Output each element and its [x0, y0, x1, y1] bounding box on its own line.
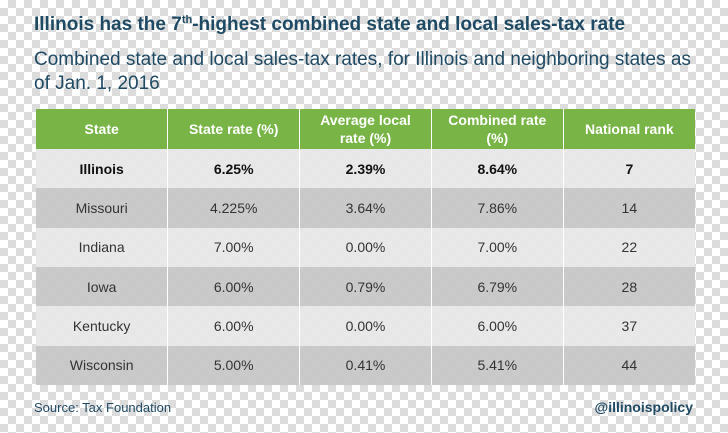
cell-combined-rate: 5.41% [431, 345, 564, 385]
rates-table: State State rate (%) Average local rate … [36, 109, 695, 385]
cell-combined-rate: 7.86% [431, 188, 564, 228]
cell-rank: 37 [563, 306, 695, 346]
cell-rank: 22 [563, 227, 695, 267]
chart-title: Illinois has the 7th-highest combined st… [34, 14, 704, 36]
cell-state-rate: 7.00% [167, 227, 301, 267]
header-national-rank: National rank [563, 109, 695, 149]
cell-local-rate: 0.41% [299, 345, 432, 385]
cell-rank: 7 [563, 149, 695, 189]
cell-state: Missouri [36, 188, 169, 228]
source-note: Source: Tax Foundation [34, 400, 172, 415]
cell-state: Iowa [36, 266, 169, 307]
table-row: Illinois 6.25% 2.39% 8.64% 7 [36, 149, 695, 189]
cell-state-rate: 6.25% [167, 149, 301, 189]
header-state-rate: State rate (%) [167, 109, 301, 149]
cell-combined-rate: 7.00% [431, 227, 564, 267]
cell-local-rate: 0.00% [299, 227, 432, 267]
cell-state: Kentucky [36, 306, 169, 346]
table-row: Wisconsin 5.00% 0.41% 5.41% 44 [36, 345, 695, 385]
title-text: Illinois has the 7 [34, 14, 182, 35]
cell-rank: 14 [563, 188, 695, 228]
table-row: Iowa 6.00% 0.79% 6.79% 28 [36, 266, 695, 307]
cell-combined-rate: 6.79% [431, 266, 564, 307]
header-combined-rate: Combined rate (%) [431, 109, 564, 149]
header-local-rate: Average local rate (%) [299, 109, 432, 149]
cell-state: Illinois [36, 149, 169, 189]
cell-state-rate: 6.00% [167, 306, 301, 346]
cell-state: Wisconsin [36, 345, 169, 385]
header-row: State State rate (%) Average local rate … [36, 109, 695, 149]
cell-state-rate: 6.00% [167, 266, 301, 307]
table-row: Indiana 7.00% 0.00% 7.00% 22 [36, 227, 695, 267]
cell-state: Indiana [36, 227, 169, 267]
cell-state-rate: 4.225% [167, 188, 301, 228]
cell-rank: 44 [563, 345, 695, 385]
cell-combined-rate: 6.00% [431, 306, 564, 346]
header-state: State [36, 109, 169, 149]
table-header: State State rate (%) Average local rate … [36, 109, 695, 149]
social-handle: @illinoispolicy [594, 399, 693, 415]
title-text-rest: -highest combined state and local sales-… [192, 14, 626, 35]
cell-state-rate: 5.00% [167, 345, 301, 385]
cell-rank: 28 [563, 266, 695, 307]
table-row: Missouri 4.225% 3.64% 7.86% 14 [36, 188, 695, 228]
title-superscript: th [181, 14, 193, 26]
cell-combined-rate: 8.64% [431, 149, 564, 189]
cell-local-rate: 0.79% [299, 266, 432, 307]
table-row: Kentucky 6.00% 0.00% 6.00% 37 [36, 306, 695, 346]
cell-local-rate: 3.64% [299, 188, 432, 228]
cell-local-rate: 2.39% [299, 149, 432, 189]
cell-local-rate: 0.00% [299, 306, 432, 346]
rates-table-container: State State rate (%) Average local rate … [36, 109, 695, 385]
table-body: Illinois 6.25% 2.39% 8.64% 7 Missouri 4.225% 3.… [36, 149, 695, 385]
chart-subtitle: Combined state and local sales-tax rates… [34, 49, 691, 94]
